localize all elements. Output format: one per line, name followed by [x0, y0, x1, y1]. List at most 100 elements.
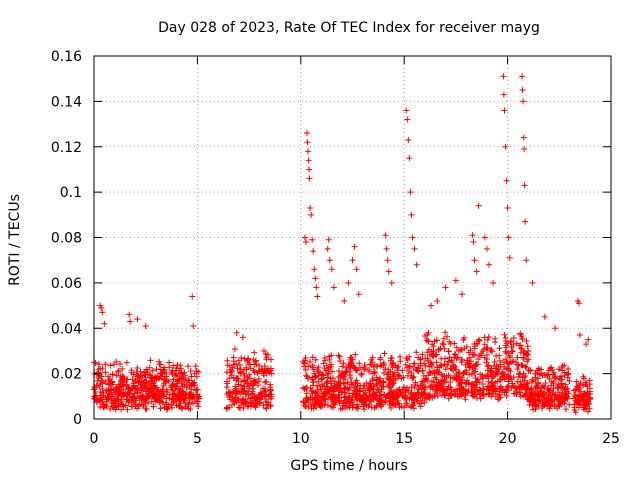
- data-point: [308, 394, 315, 401]
- y-tick-label: 0.12: [51, 140, 82, 156]
- data-point: [354, 405, 361, 412]
- y-axis-tick-labels: 0 0.02 0.04 0.06 0.08 0.1 0.12 0.14 0.16: [51, 49, 82, 428]
- data-point: [538, 366, 545, 373]
- data-point: [309, 397, 316, 404]
- data-point: [381, 350, 388, 357]
- data-point: [306, 358, 313, 365]
- data-point: [515, 362, 522, 369]
- data-point: [437, 387, 444, 394]
- data-point: [480, 346, 487, 353]
- data-point: [547, 401, 554, 408]
- data-point: [483, 359, 490, 366]
- data-point: [444, 333, 451, 340]
- x-tick-label: 10: [292, 431, 310, 447]
- data-point: [312, 374, 319, 381]
- data-point: [341, 389, 348, 396]
- data-point: [163, 401, 170, 408]
- data-point: [562, 384, 569, 391]
- data-point: [469, 392, 476, 399]
- data-point: [405, 136, 412, 143]
- data-point: [262, 396, 269, 403]
- data-point: [428, 302, 435, 309]
- data-point: [100, 404, 107, 411]
- data-point: [358, 370, 365, 377]
- data-point: [451, 374, 458, 381]
- data-point: [531, 390, 538, 397]
- data-point: [527, 366, 534, 373]
- data-point: [366, 380, 373, 387]
- data-point: [185, 401, 192, 408]
- data-point: [255, 376, 262, 383]
- data-point: [422, 391, 429, 398]
- data-point: [169, 395, 176, 402]
- data-point: [552, 375, 559, 382]
- data-point: [378, 403, 385, 410]
- data-point: [505, 234, 512, 241]
- data-point: [107, 387, 114, 394]
- data-point: [413, 349, 420, 356]
- data-point: [311, 266, 318, 273]
- data-point: [156, 375, 163, 382]
- data-point: [464, 389, 471, 396]
- data-point: [417, 403, 424, 410]
- data-point: [508, 348, 515, 355]
- data-point: [178, 405, 185, 412]
- data-point: [317, 386, 324, 393]
- data-point: [229, 394, 236, 401]
- data-point: [260, 385, 267, 392]
- data-point: [536, 371, 543, 378]
- data-point: [267, 356, 274, 363]
- data-point: [501, 363, 508, 370]
- data-point: [252, 394, 259, 401]
- data-point: [371, 361, 378, 368]
- data-point: [240, 405, 247, 412]
- data-point: [150, 390, 157, 397]
- data-point: [118, 398, 125, 405]
- data-point: [377, 362, 384, 369]
- data-point: [304, 139, 311, 146]
- data-point: [473, 384, 480, 391]
- data-point: [118, 406, 125, 413]
- data-point: [146, 371, 153, 378]
- data-point: [99, 396, 106, 403]
- data-point: [435, 369, 442, 376]
- data-point: [133, 385, 140, 392]
- y-tick-label: 0.08: [51, 231, 82, 247]
- data-point: [373, 382, 380, 389]
- data-point: [423, 396, 430, 403]
- data-point: [179, 388, 186, 395]
- data-point: [499, 376, 506, 383]
- data-point: [461, 335, 468, 342]
- data-point: [153, 374, 160, 381]
- data-point: [158, 369, 165, 376]
- data-point: [415, 354, 422, 361]
- data-point: [142, 384, 149, 391]
- data-point: [306, 175, 313, 182]
- data-point: [261, 363, 268, 370]
- data-point: [411, 384, 418, 391]
- data-point: [246, 371, 253, 378]
- data-point: [425, 337, 432, 344]
- data-point: [521, 182, 528, 189]
- data-point: [549, 391, 556, 398]
- data-point: [385, 268, 392, 275]
- data-point: [166, 364, 173, 371]
- data-point: [354, 395, 361, 402]
- data-point: [129, 376, 136, 383]
- data-point: [382, 232, 389, 239]
- data-point: [402, 396, 409, 403]
- data-point: [585, 408, 592, 415]
- data-point: [310, 379, 317, 386]
- data-point: [425, 329, 432, 336]
- data-point: [572, 386, 579, 393]
- data-point: [532, 406, 539, 413]
- data-point: [309, 390, 316, 397]
- data-point: [135, 403, 142, 410]
- data-point: [565, 366, 572, 373]
- data-point: [352, 351, 359, 358]
- data-point: [314, 293, 321, 300]
- data-point: [123, 359, 130, 366]
- data-point: [378, 396, 385, 403]
- data-point: [335, 368, 342, 375]
- data-point: [470, 364, 477, 371]
